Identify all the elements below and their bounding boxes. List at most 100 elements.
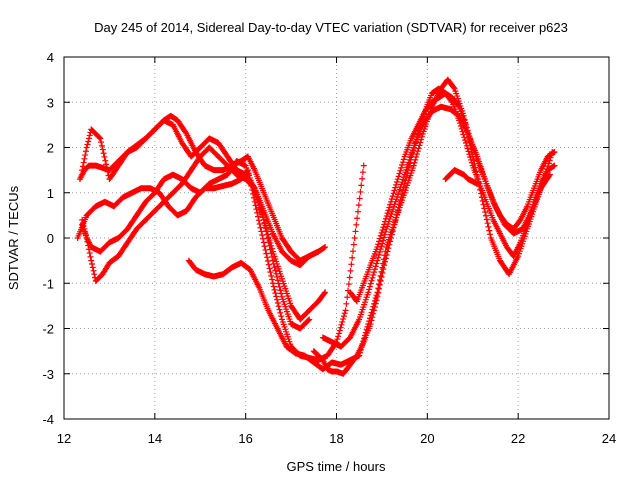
data-point xyxy=(524,187,537,210)
data-point xyxy=(501,221,516,236)
data-point xyxy=(106,163,121,183)
data-point xyxy=(83,235,94,249)
data-point xyxy=(269,257,285,297)
data-point xyxy=(297,317,312,332)
y-tick-label: 2 xyxy=(47,141,54,156)
data-point xyxy=(353,340,366,359)
data-point xyxy=(183,195,198,214)
data-point xyxy=(537,172,553,192)
series-trace-d xyxy=(79,158,329,323)
data-point xyxy=(401,137,414,160)
data-point xyxy=(279,293,294,325)
data-point xyxy=(188,154,203,174)
data-point xyxy=(133,217,148,232)
data-point xyxy=(115,226,130,241)
data-point xyxy=(142,127,158,142)
data-point xyxy=(283,343,298,356)
data-point xyxy=(517,205,530,223)
data-point xyxy=(165,203,180,218)
data-point xyxy=(487,235,503,262)
data-point xyxy=(92,272,105,284)
data-point xyxy=(297,253,312,269)
data-point xyxy=(197,145,212,160)
data-point xyxy=(374,228,389,264)
y-tick-label: -1 xyxy=(42,276,54,291)
data-point xyxy=(260,239,276,283)
data-point xyxy=(115,240,130,260)
data-point xyxy=(365,260,380,296)
series-trace-f xyxy=(185,76,556,373)
data-point xyxy=(537,155,550,174)
data-point xyxy=(338,357,353,368)
data-point xyxy=(388,211,400,241)
data-point xyxy=(374,224,387,251)
data-point xyxy=(170,171,185,182)
series-trace-i xyxy=(319,103,553,350)
data-point xyxy=(415,109,428,128)
data-point xyxy=(206,135,221,146)
data-point xyxy=(356,291,371,323)
chart-title: Day 245 of 2014, Sidereal Day-to-day VTE… xyxy=(94,20,568,35)
data-point xyxy=(460,171,471,182)
x-tick-label: 24 xyxy=(602,431,616,446)
data-point xyxy=(447,106,462,119)
data-point xyxy=(106,235,121,246)
data-point xyxy=(306,248,321,260)
data-point xyxy=(288,248,303,263)
data-point xyxy=(279,248,294,263)
data-point xyxy=(310,359,326,372)
data-point xyxy=(260,189,276,217)
data-point xyxy=(410,123,425,151)
data-point xyxy=(99,261,112,278)
data-point xyxy=(197,136,212,151)
data-point xyxy=(170,121,185,145)
data-point xyxy=(269,280,285,320)
data-point xyxy=(490,216,503,235)
data-point xyxy=(497,230,509,249)
data-point xyxy=(151,118,167,133)
data-point xyxy=(170,181,185,196)
data-point xyxy=(238,259,253,273)
data-point xyxy=(244,153,257,172)
y-tick-label: -2 xyxy=(42,322,54,337)
data-point xyxy=(492,203,507,226)
data-point xyxy=(229,176,244,187)
data-point xyxy=(269,248,285,280)
data-point xyxy=(442,90,455,105)
data-point xyxy=(192,266,207,277)
data-point xyxy=(183,130,198,154)
data-point xyxy=(219,265,235,278)
data-point xyxy=(160,117,176,128)
data-point xyxy=(381,201,394,228)
y-tick-label: 0 xyxy=(47,231,54,246)
data-point xyxy=(251,198,267,242)
data-point xyxy=(156,189,171,209)
data-point xyxy=(551,162,558,169)
data-point xyxy=(142,190,158,205)
data-point xyxy=(142,208,158,223)
data-point xyxy=(297,308,312,323)
data-point xyxy=(444,76,457,91)
y-tick-label: 1 xyxy=(47,186,54,201)
data-point xyxy=(315,352,326,363)
data-point xyxy=(456,112,471,136)
data-point xyxy=(269,230,285,253)
x-tick-label: 20 xyxy=(420,431,434,446)
data-point xyxy=(133,136,148,151)
series-trace-h xyxy=(347,90,558,305)
data-point xyxy=(388,179,400,205)
data-point xyxy=(279,316,294,348)
data-point xyxy=(410,133,425,169)
data-point xyxy=(174,117,189,136)
data-point xyxy=(401,146,416,178)
data-point xyxy=(497,257,512,276)
x-tick-label: 14 xyxy=(148,431,162,446)
data-point xyxy=(537,168,550,187)
data-point xyxy=(124,227,139,246)
plot-area xyxy=(74,76,558,377)
data-point xyxy=(528,187,544,214)
data-point xyxy=(367,297,380,327)
data-point xyxy=(483,198,496,221)
